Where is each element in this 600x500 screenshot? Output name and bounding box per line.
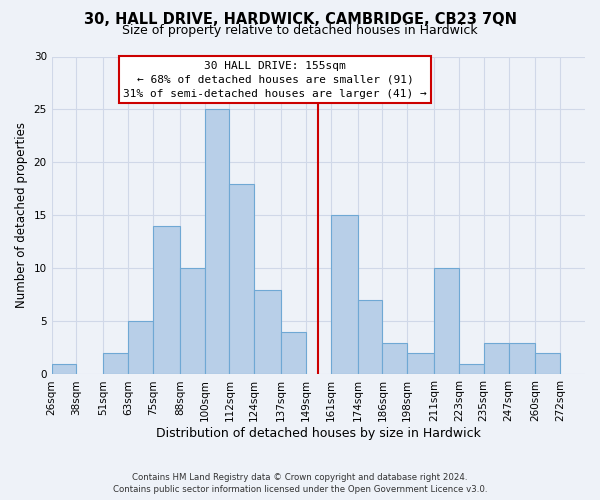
Text: Size of property relative to detached houses in Hardwick: Size of property relative to detached ho…	[122, 24, 478, 37]
Text: 30 HALL DRIVE: 155sqm
← 68% of detached houses are smaller (91)
31% of semi-deta: 30 HALL DRIVE: 155sqm ← 68% of detached …	[123, 61, 427, 99]
Bar	[128, 322, 153, 374]
Bar	[254, 290, 281, 374]
Bar	[358, 300, 382, 374]
Bar	[153, 226, 180, 374]
Bar	[535, 354, 560, 374]
Bar	[434, 268, 459, 374]
Text: 30, HALL DRIVE, HARDWICK, CAMBRIDGE, CB23 7QN: 30, HALL DRIVE, HARDWICK, CAMBRIDGE, CB2…	[83, 12, 517, 28]
Bar	[331, 216, 358, 374]
Bar	[281, 332, 306, 374]
Bar	[407, 354, 434, 374]
Bar	[382, 342, 407, 374]
Bar	[229, 184, 254, 374]
Bar	[180, 268, 205, 374]
Y-axis label: Number of detached properties: Number of detached properties	[15, 122, 28, 308]
Bar	[52, 364, 76, 374]
Bar	[205, 110, 229, 374]
Bar	[509, 342, 535, 374]
Text: Contains HM Land Registry data © Crown copyright and database right 2024.
Contai: Contains HM Land Registry data © Crown c…	[113, 472, 487, 494]
X-axis label: Distribution of detached houses by size in Hardwick: Distribution of detached houses by size …	[156, 427, 481, 440]
Bar	[484, 342, 509, 374]
Bar	[103, 354, 128, 374]
Bar	[459, 364, 484, 374]
